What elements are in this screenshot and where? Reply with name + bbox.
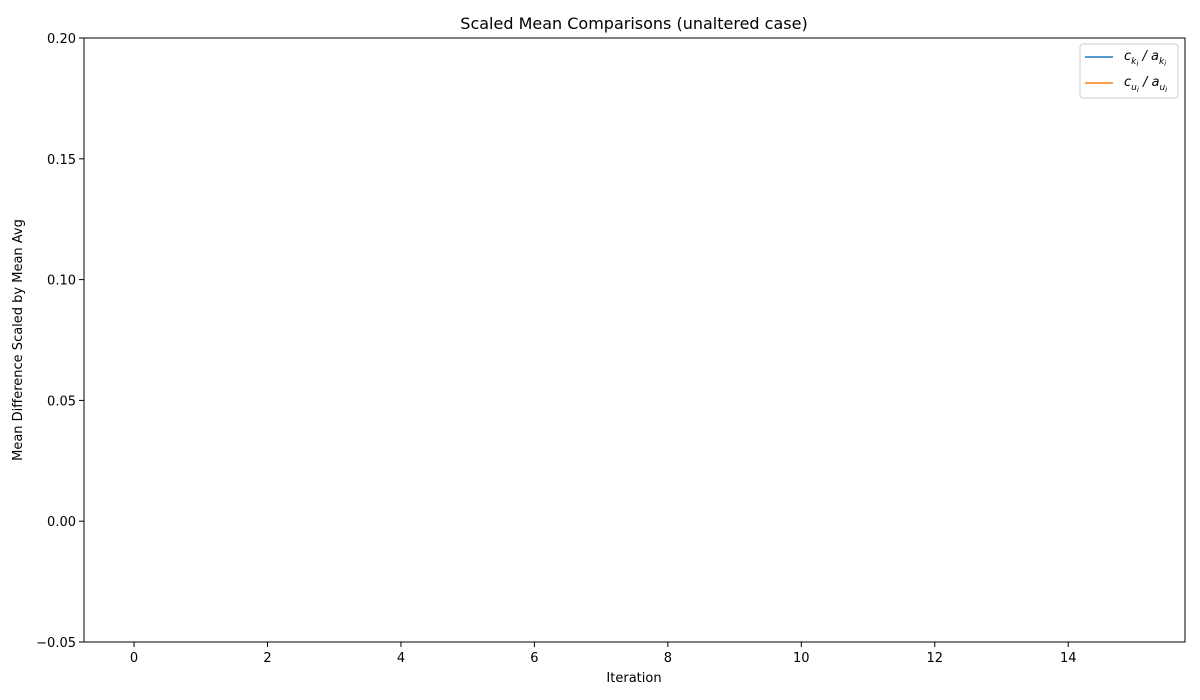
y-axis: −0.05 0.00 0.05 0.10 0.15 0.20 xyxy=(36,32,84,651)
y-tick-label: −0.05 xyxy=(36,636,76,651)
x-tick-label: 10 xyxy=(793,651,810,666)
y-axis-label: Mean Difference Scaled by Mean Avg xyxy=(11,219,26,461)
x-tick-label: 2 xyxy=(263,651,271,666)
x-tick-label: 14 xyxy=(1060,651,1077,666)
y-tick-label: 0.20 xyxy=(47,32,76,47)
x-tick-label: 8 xyxy=(664,651,672,666)
y-tick-label: 0.10 xyxy=(47,274,76,289)
legend: cki / aki cui / aui xyxy=(1079,43,1179,99)
x-tick-label: 0 xyxy=(130,651,138,666)
y-tick-label: 0.00 xyxy=(47,515,76,530)
y-tick-label: 0.15 xyxy=(47,153,76,168)
plot-area xyxy=(83,37,1186,643)
x-axis-label: Iteration xyxy=(606,671,661,686)
x-tick-label: 6 xyxy=(530,651,538,666)
chart-title: Scaled Mean Comparisons (unaltered case) xyxy=(460,14,807,33)
legend-label-1: cui / aui xyxy=(1124,75,1167,94)
x-tick-label: 4 xyxy=(397,651,405,666)
x-axis: 0 2 4 6 8 10 12 14 xyxy=(130,642,1077,666)
y-tick-label: 0.05 xyxy=(47,394,76,409)
x-tick-label: 12 xyxy=(926,651,943,666)
legend-label-0: cki / aki xyxy=(1124,49,1166,68)
